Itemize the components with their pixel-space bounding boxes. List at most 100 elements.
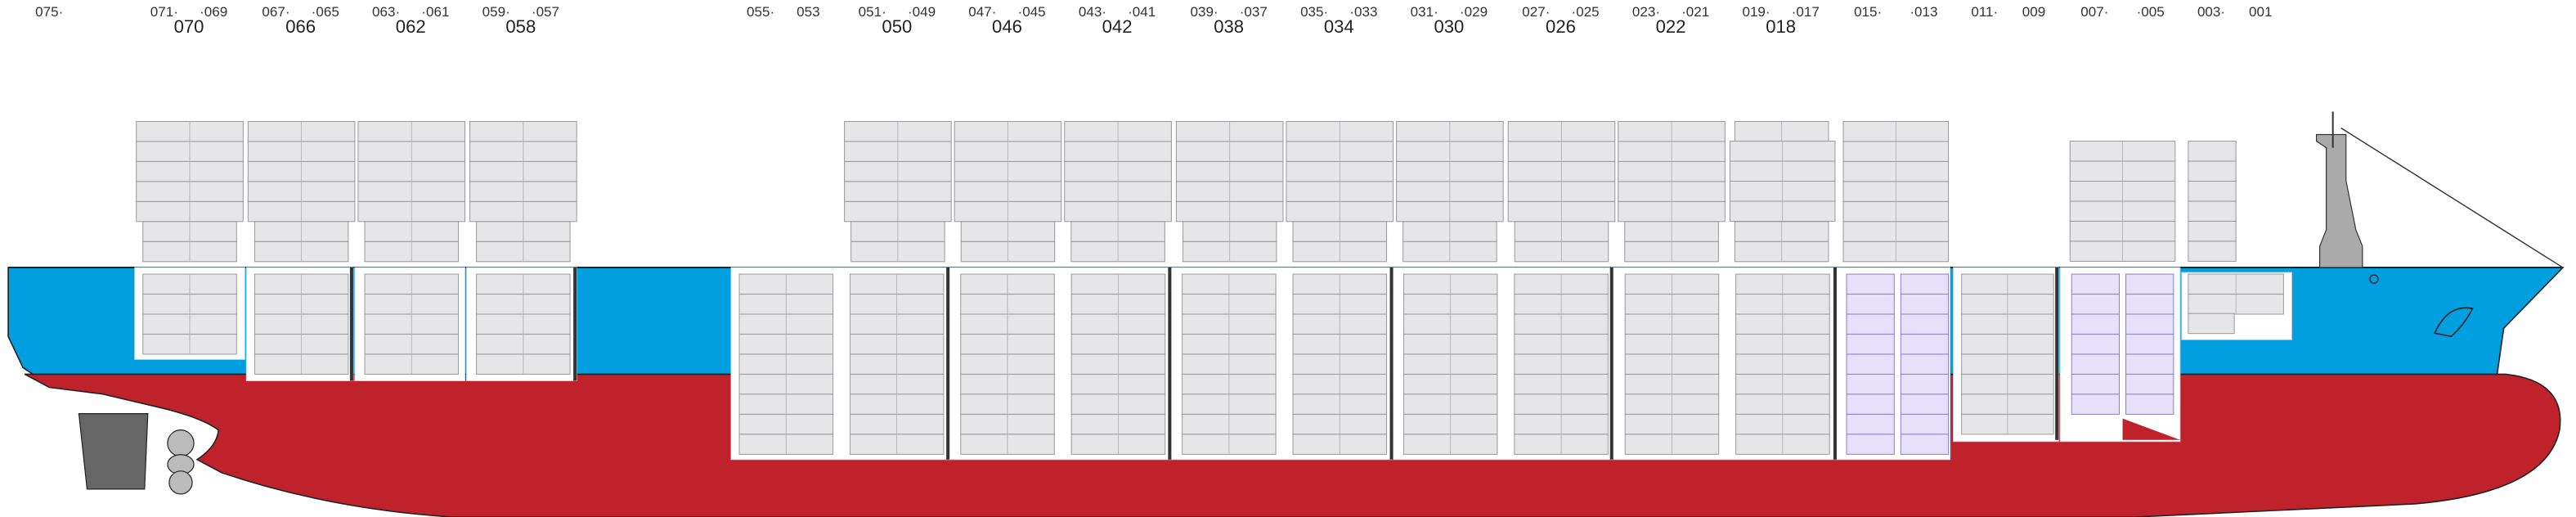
bay-label: 009 xyxy=(2022,4,2045,20)
container xyxy=(1846,333,1895,355)
bay-label: ·037 xyxy=(1240,4,1268,20)
bay-label: 063· xyxy=(372,4,400,20)
bay-group-label: 070 xyxy=(174,16,204,37)
bay-label: ·013 xyxy=(1910,4,1937,20)
bay-label: 055· xyxy=(747,4,774,20)
bay-group-label: 030 xyxy=(1434,16,1464,37)
bay-label: 039· xyxy=(1190,4,1218,20)
container xyxy=(2071,273,2120,295)
container xyxy=(1900,373,1950,395)
container xyxy=(2188,312,2235,335)
container xyxy=(2125,313,2174,335)
bay-label: 031· xyxy=(1411,4,1438,20)
container xyxy=(1900,333,1950,355)
bay-label: 035· xyxy=(1300,4,1328,20)
container xyxy=(1846,413,1895,435)
bay-label: ·041 xyxy=(1128,4,1156,20)
bay-label: 059· xyxy=(482,4,510,20)
container xyxy=(1900,413,1950,435)
containers xyxy=(134,120,2284,461)
bay-label: ·049 xyxy=(908,4,936,20)
bay-label: 075· xyxy=(35,4,63,20)
container xyxy=(2125,353,2174,375)
bay-label: 027· xyxy=(1522,4,1550,20)
container xyxy=(1846,353,1895,375)
bay-group-label: 026 xyxy=(1546,16,1576,37)
bay-label: ·069 xyxy=(200,4,227,20)
bay-label: 071· xyxy=(150,4,178,20)
container xyxy=(2188,241,2237,262)
bay-group-label: 066 xyxy=(285,16,316,37)
bay-group-label: 018 xyxy=(1766,16,1796,37)
bay-group-label: 050 xyxy=(882,16,912,37)
container xyxy=(2125,294,2174,315)
bay-label: 053 xyxy=(797,4,819,20)
container xyxy=(2125,373,2174,395)
bay-group-label: 046 xyxy=(992,16,1022,37)
container xyxy=(2071,313,2120,335)
bay-label: 007· xyxy=(2080,4,2108,20)
bay-group-label: 058 xyxy=(505,16,536,37)
bow-marker xyxy=(2369,274,2379,284)
bay-label: 043· xyxy=(1079,4,1106,20)
container xyxy=(2188,160,2237,182)
bay-label: ·061 xyxy=(421,4,449,20)
container xyxy=(2188,200,2237,222)
container xyxy=(2125,333,2174,355)
rudder xyxy=(78,412,149,490)
container xyxy=(1900,393,1950,415)
bay-label: ·005 xyxy=(2137,4,2165,20)
bay-label: ·021 xyxy=(1681,4,1709,20)
bay-group-label: 062 xyxy=(396,16,426,37)
bay-label: 047· xyxy=(968,4,996,20)
container xyxy=(2071,294,2120,315)
container xyxy=(1900,434,1950,455)
container xyxy=(2071,373,2120,395)
container xyxy=(2071,353,2120,375)
bay-label: ·033 xyxy=(1349,4,1377,20)
labels: 075· 071· ·069 067· ·065 063· ·061 059· ·057 055·… xyxy=(35,4,2272,37)
bay-label: 003· xyxy=(2197,4,2225,20)
bay-label: 067· xyxy=(262,4,289,20)
bay-label: ·065 xyxy=(312,4,339,20)
bay-label: ·057 xyxy=(532,4,559,20)
container xyxy=(2188,220,2237,242)
bay-group-label: 022 xyxy=(1656,16,1686,37)
propeller xyxy=(168,470,193,495)
container xyxy=(1900,294,1950,315)
bay-group-label: 038 xyxy=(1214,16,1244,37)
container xyxy=(1846,373,1895,395)
bay-label: 051· xyxy=(859,4,886,20)
container xyxy=(2125,273,2174,295)
bay-label: ·045 xyxy=(1018,4,1046,20)
bay-label: 019· xyxy=(1742,4,1770,20)
container xyxy=(1846,294,1895,315)
bay-group-label: 034 xyxy=(1324,16,1354,37)
hull-step xyxy=(2122,418,2180,440)
bay-label: 023· xyxy=(1632,4,1660,20)
bow-thruster xyxy=(2434,307,2474,338)
container xyxy=(2071,333,2120,355)
forestay xyxy=(2340,127,2564,268)
container xyxy=(1846,273,1895,295)
container xyxy=(2125,393,2174,415)
container xyxy=(1900,273,1950,295)
bay-label: 015· xyxy=(1854,4,1882,20)
propeller xyxy=(167,429,195,457)
container xyxy=(2188,180,2237,202)
bridge xyxy=(2315,133,2363,268)
bay-label: ·029 xyxy=(1460,4,1488,20)
container xyxy=(1846,434,1895,455)
bay-label: 011· xyxy=(1971,4,1998,20)
bay-label: ·025 xyxy=(1572,4,1600,20)
bay-group-label: 042 xyxy=(1102,16,1133,37)
container xyxy=(2188,141,2237,162)
container xyxy=(1846,393,1895,415)
container xyxy=(1900,353,1950,375)
container xyxy=(2071,393,2120,415)
bay-label: 001 xyxy=(2249,4,2272,20)
container xyxy=(1846,313,1895,335)
bay-label: ·017 xyxy=(1792,4,1820,20)
